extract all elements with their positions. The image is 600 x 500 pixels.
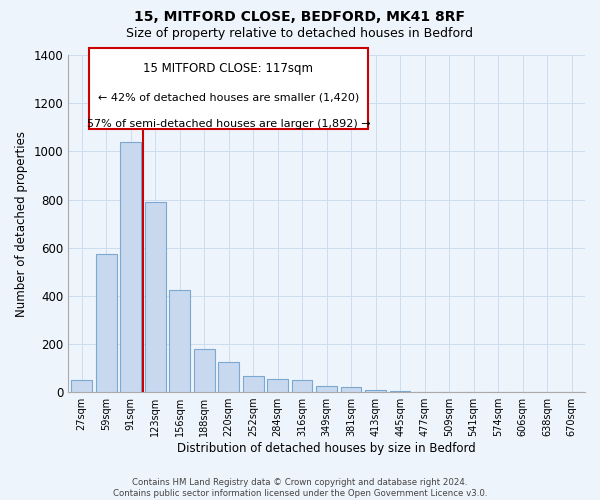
Bar [96,254,116,392]
Bar [316,386,337,392]
Bar [194,349,215,392]
Bar [389,391,410,392]
Bar [267,379,288,392]
Text: Contains HM Land Registry data © Crown copyright and database right 2024.
Contai: Contains HM Land Registry data © Crown c… [113,478,487,498]
Bar [218,362,239,392]
Text: 15, MITFORD CLOSE, BEDFORD, MK41 8RF: 15, MITFORD CLOSE, BEDFORD, MK41 8RF [134,10,466,24]
Bar [120,142,141,392]
Text: 57% of semi-detached houses are larger (1,892) →: 57% of semi-detached houses are larger (… [86,119,370,129]
Text: ← 42% of detached houses are smaller (1,420): ← 42% of detached houses are smaller (1,… [98,92,359,102]
Text: Size of property relative to detached houses in Bedford: Size of property relative to detached ho… [127,28,473,40]
Bar [365,390,386,392]
Y-axis label: Number of detached properties: Number of detached properties [15,130,28,316]
Bar [292,380,313,392]
Bar [341,388,361,392]
Bar [169,290,190,392]
Bar [145,202,166,392]
Text: 15 MITFORD CLOSE: 117sqm: 15 MITFORD CLOSE: 117sqm [143,62,313,75]
Bar [71,380,92,392]
Bar [242,376,263,392]
FancyBboxPatch shape [89,48,368,130]
X-axis label: Distribution of detached houses by size in Bedford: Distribution of detached houses by size … [177,442,476,455]
